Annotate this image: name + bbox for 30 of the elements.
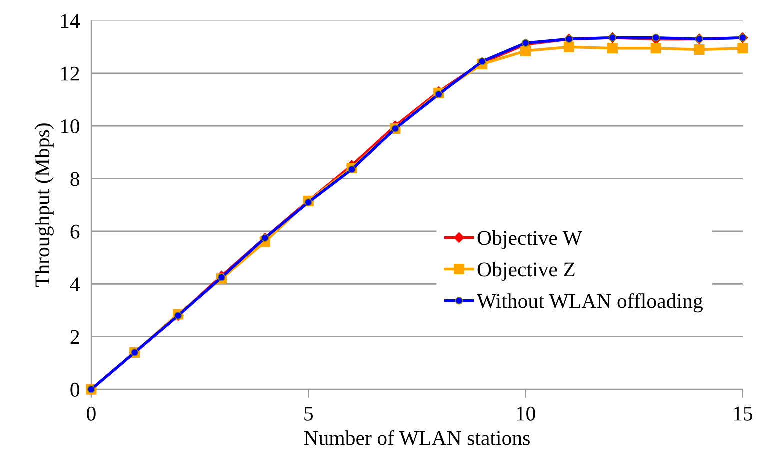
point xyxy=(652,34,660,42)
y-tick-label: 2 xyxy=(70,330,80,344)
point xyxy=(738,43,748,54)
y-tick-label: 8 xyxy=(70,172,80,186)
x-tick-label: 5 xyxy=(304,407,314,421)
point xyxy=(694,44,705,56)
point xyxy=(348,166,356,174)
point xyxy=(564,42,574,52)
point xyxy=(435,90,443,98)
point xyxy=(304,198,312,206)
y-tick-label: 12 xyxy=(61,66,80,81)
x-tick-label: 0 xyxy=(87,406,96,421)
point xyxy=(520,46,532,56)
legend-label: Without WLAN offloading xyxy=(476,293,703,313)
y-tick-label: 0 xyxy=(70,382,80,397)
x-tick-label: 15 xyxy=(734,406,753,421)
point xyxy=(218,274,226,282)
legend-label: Objective Z xyxy=(478,262,575,281)
x-axis-title: Number of WLAN stations xyxy=(304,430,530,446)
point xyxy=(607,43,618,54)
point xyxy=(522,39,530,48)
point xyxy=(650,43,662,54)
y-tick-label: 14 xyxy=(61,14,80,28)
y-tick-label: 4 xyxy=(70,278,80,292)
legend-label: Objective W xyxy=(478,230,582,250)
y-tick-label: 6 xyxy=(70,224,80,239)
y-tick-label: 10 xyxy=(61,119,80,134)
x-tick-label: 10 xyxy=(517,406,536,421)
point xyxy=(478,58,486,66)
y-axis-title: Throughput (Mbps) xyxy=(34,124,54,288)
